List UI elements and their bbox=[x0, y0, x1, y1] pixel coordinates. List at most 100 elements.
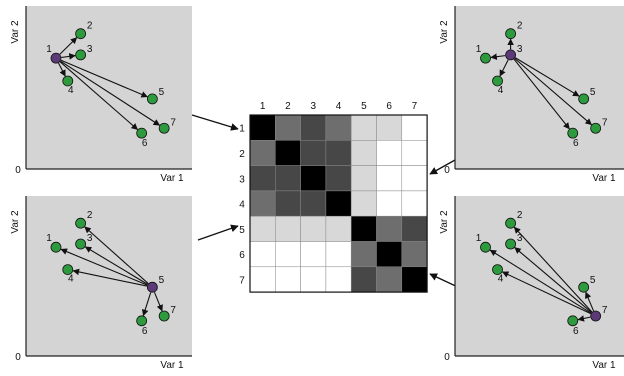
matrix-cell-2-1 bbox=[249, 140, 276, 166]
matrix-cell-2-5 bbox=[350, 140, 377, 166]
matrix-cell-2-7 bbox=[401, 140, 428, 166]
distance-arrow-6 bbox=[577, 315, 591, 322]
distance-arrow-4 bbox=[501, 271, 591, 315]
matrix-cell-4-3 bbox=[300, 190, 327, 217]
data-point-3 bbox=[75, 49, 87, 61]
point-label-4: 4 bbox=[68, 274, 74, 285]
panel-background bbox=[26, 196, 192, 356]
matrix-cell-3-4 bbox=[325, 165, 352, 192]
data-point-3 bbox=[505, 238, 517, 250]
distance-arrow-7 bbox=[153, 292, 163, 312]
matrix-cell-6-1 bbox=[249, 241, 276, 268]
matrix-cell-4-4 bbox=[325, 190, 352, 217]
matrix-cell-2-2 bbox=[275, 140, 301, 166]
distance-arrow-6 bbox=[513, 58, 570, 130]
point-label-1: 1 bbox=[476, 233, 482, 244]
data-point-1 bbox=[480, 241, 491, 253]
distance-arrow-4 bbox=[499, 59, 509, 77]
data-point-1 bbox=[50, 52, 62, 64]
distance-arrow-6 bbox=[59, 61, 139, 130]
distance-arrow-4 bbox=[58, 62, 66, 77]
matrix-cell-7-5 bbox=[350, 266, 377, 293]
matrix-cell-4-7 bbox=[401, 190, 428, 217]
matrix-cell-3-1 bbox=[249, 165, 276, 192]
distance-arrow-1 bbox=[60, 248, 148, 286]
matrix-column-label-2: 2 bbox=[285, 101, 291, 112]
matrix-cell-7-7 bbox=[401, 266, 428, 293]
scatter-panel-top-left: Var 2 Var 1 0 1 2 3 4 5 6 7 bbox=[10, 6, 192, 184]
point-label-3: 3 bbox=[517, 233, 523, 244]
distance-arrow-2 bbox=[84, 226, 149, 284]
point-label-4: 4 bbox=[498, 85, 504, 96]
distance-arrow-4 bbox=[72, 268, 148, 287]
point-label-5: 5 bbox=[159, 87, 165, 98]
point-label-3: 3 bbox=[87, 233, 93, 244]
matrix-cell-1-6 bbox=[376, 114, 403, 141]
matrix-cell-2-4 bbox=[325, 140, 352, 166]
data-point-5 bbox=[578, 281, 590, 293]
point-label-6: 6 bbox=[142, 326, 148, 337]
y-axis-label: Var 2 bbox=[439, 20, 450, 44]
data-point-2 bbox=[505, 28, 517, 40]
x-axis-label: Var 1 bbox=[592, 173, 616, 184]
matrix-cell-4-2 bbox=[275, 190, 301, 217]
distance-arrow-7 bbox=[60, 60, 161, 126]
matrix-cell-1-2 bbox=[275, 114, 301, 141]
matrix-cell-1-7 bbox=[401, 114, 428, 141]
distance-arrow-3 bbox=[514, 247, 592, 313]
distance-arrow-5 bbox=[585, 291, 595, 312]
panel-background bbox=[26, 6, 192, 169]
point-label-6: 6 bbox=[573, 326, 579, 337]
data-point-4 bbox=[492, 75, 503, 87]
data-point-5 bbox=[146, 93, 158, 105]
data-point-2 bbox=[505, 217, 517, 229]
distance-arrow-7 bbox=[514, 58, 592, 126]
point-label-7: 7 bbox=[602, 117, 608, 128]
point-label-5: 5 bbox=[590, 275, 596, 286]
matrix-cell-7-3 bbox=[300, 266, 327, 293]
matrix-column-label-4: 4 bbox=[336, 101, 342, 112]
distance-arrow-2 bbox=[59, 37, 78, 55]
matrix-cell-7-1 bbox=[249, 266, 276, 293]
data-point-6 bbox=[136, 315, 148, 327]
data-point-7 bbox=[590, 122, 602, 134]
point-label-1: 1 bbox=[46, 44, 52, 55]
point-label-2: 2 bbox=[517, 21, 523, 32]
matrix-cell-4-5 bbox=[350, 190, 377, 217]
data-point-2 bbox=[75, 217, 87, 229]
matrix-cell-1-3 bbox=[300, 114, 327, 141]
matrix-cell-5-3 bbox=[300, 215, 327, 242]
point-label-2: 2 bbox=[87, 210, 93, 221]
matrix-column-label-5: 5 bbox=[361, 101, 367, 112]
matrix-cell-6-2 bbox=[275, 241, 301, 268]
x-axis-label: Var 1 bbox=[160, 173, 184, 184]
origin-label: 0 bbox=[444, 352, 450, 363]
data-point-4 bbox=[62, 264, 74, 276]
point-label-3: 3 bbox=[87, 44, 93, 55]
matrix-column-label-6: 6 bbox=[386, 101, 392, 112]
data-point-7 bbox=[590, 310, 602, 322]
matrix-cell-4-1 bbox=[249, 190, 276, 217]
matrix-cell-3-3 bbox=[300, 165, 327, 192]
point-label-6: 6 bbox=[573, 138, 579, 149]
point-label-3: 3 bbox=[517, 44, 523, 55]
matrix-cell-3-2 bbox=[275, 165, 301, 192]
connector-arrow-row-5 bbox=[197, 224, 239, 241]
point-label-1: 1 bbox=[476, 44, 482, 55]
data-point-1 bbox=[480, 52, 491, 64]
matrix-border bbox=[249, 114, 428, 293]
data-point-6 bbox=[567, 315, 579, 327]
matrix-row-label-6: 6 bbox=[239, 250, 245, 261]
data-point-2 bbox=[75, 28, 87, 40]
panel-background bbox=[455, 196, 624, 356]
distance-arrow-1 bbox=[489, 249, 592, 314]
matrix-column-label-1: 1 bbox=[260, 101, 266, 112]
data-point-6 bbox=[567, 127, 579, 139]
point-label-2: 2 bbox=[517, 210, 523, 221]
matrix-column-label-7: 7 bbox=[412, 101, 418, 112]
matrix-cell-6-6 bbox=[376, 241, 403, 268]
point-label-7: 7 bbox=[602, 305, 608, 316]
connector-arrow-row-3 bbox=[429, 159, 456, 175]
